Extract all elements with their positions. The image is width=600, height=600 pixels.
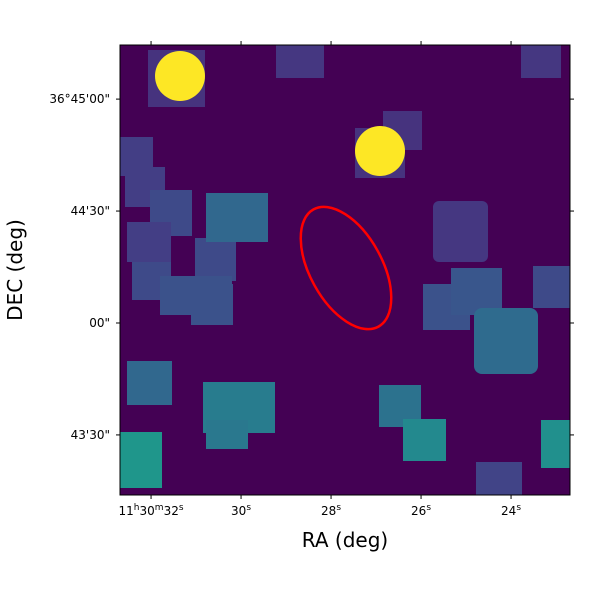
x-tick-label: 11h30m32s xyxy=(119,503,184,518)
x-tick-label: 30s xyxy=(231,503,251,518)
y-tick-label: 43'30" xyxy=(71,428,110,442)
plot-frame xyxy=(119,44,571,496)
x-tick-label: 26s xyxy=(411,503,431,518)
x-tick-label: 24s xyxy=(501,503,521,518)
y-tick-label: 36°45'00" xyxy=(49,92,110,106)
x-tick-label: 28s xyxy=(321,503,341,518)
y-tick-label: 44'30" xyxy=(71,204,110,218)
image xyxy=(120,45,570,495)
y-tick-label: 00" xyxy=(89,316,110,330)
region-ellipse xyxy=(299,205,393,331)
y-axis-label: DEC (deg) xyxy=(3,219,27,321)
x-axis-label: RA (deg) xyxy=(302,528,388,552)
